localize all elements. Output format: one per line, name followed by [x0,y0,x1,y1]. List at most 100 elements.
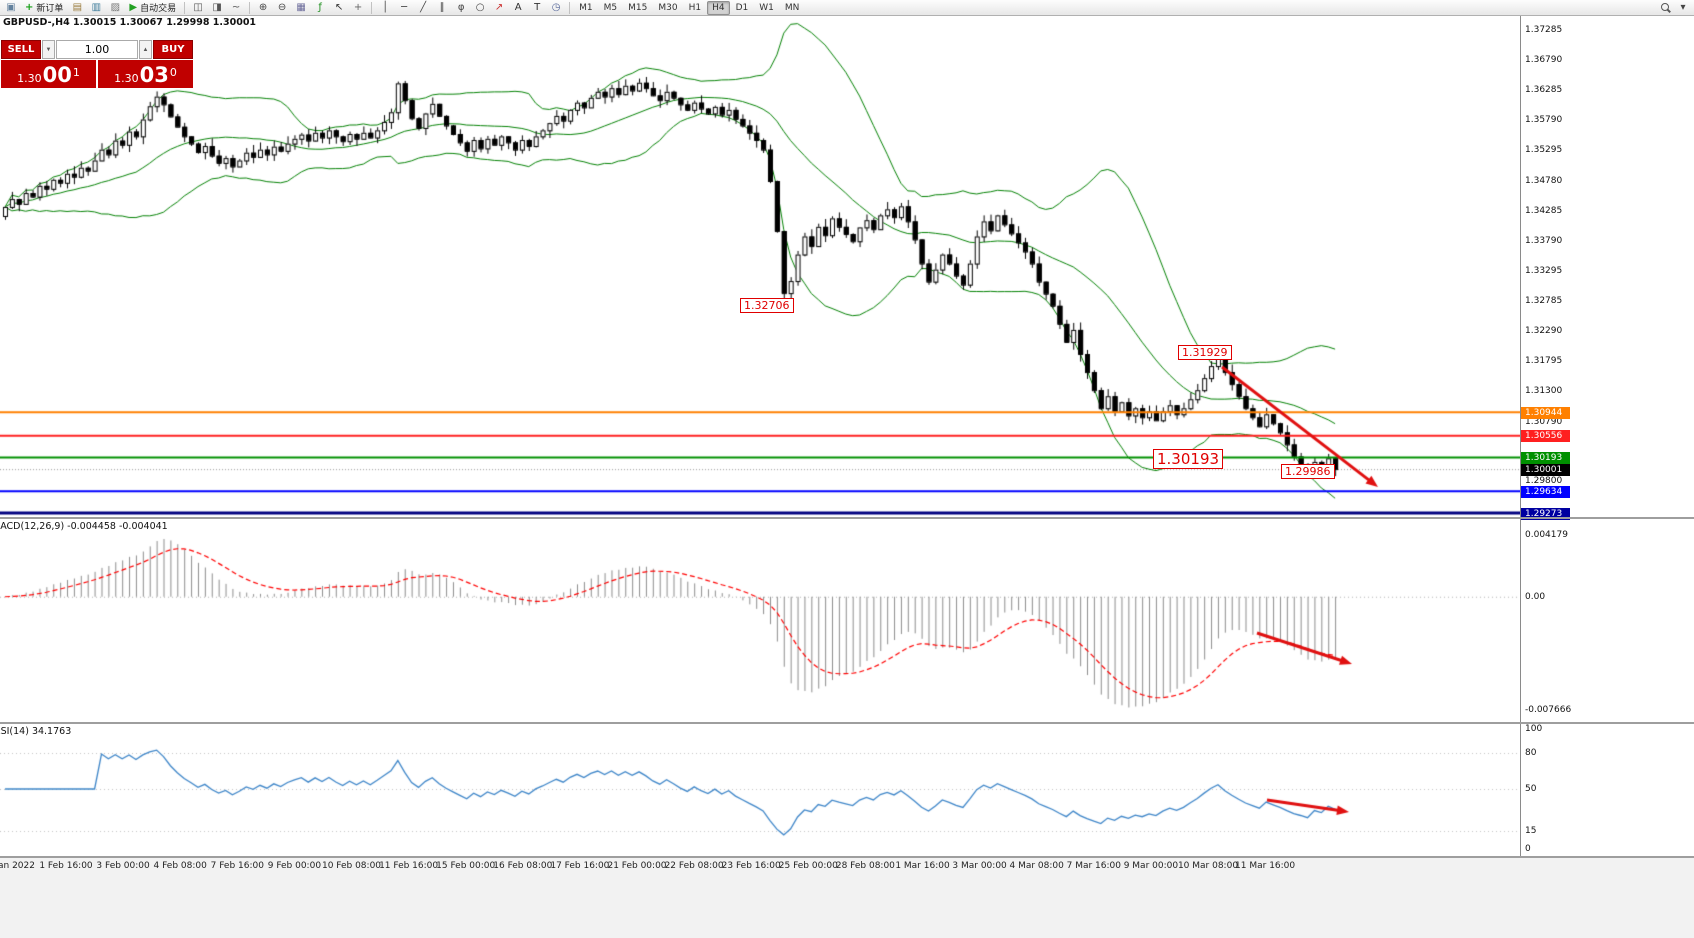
price-axis-tag[interactable]: 1.30556 [1521,430,1570,443]
price-callout[interactable]: 1.30193 [1153,449,1224,469]
time-label: 3 Mar 00:00 [952,861,1007,871]
timeframe-w1-button[interactable]: W1 [759,2,774,13]
time-label: 7 Mar 16:00 [1066,861,1121,871]
buy-price-big-digits: 03 [139,63,169,87]
new-window-icon[interactable]: ▣ [6,2,16,13]
zoom-in-icon[interactable]: ⊕ [258,2,268,13]
price-axis-tag[interactable]: 1.30944 [1521,406,1570,419]
chart-ohlc-header: GBPUSD-,H4 1.30015 1.30067 1.29998 1.300… [3,17,257,28]
time-label: 4 Mar 08:00 [1009,861,1064,871]
price-axis[interactable]: 1.37285 1.36790 1.36285 1.35790 1.35295 1.347… [1520,16,1694,858]
time-label: 7 Feb 16:00 [210,861,264,871]
panel-separator[interactable] [0,856,1694,858]
time-label: 1 Feb 16:00 [39,861,93,871]
buy-price-prefix: 1.30 [114,72,139,85]
search-dropdown-icon[interactable]: ▾ [1680,2,1686,13]
sell-price-big-digits: 00 [42,63,72,87]
timeframe-mn-button[interactable]: MN [784,2,800,13]
time-label: 11 Mar 16:00 [1235,861,1296,871]
price-axis-label: 1.29800 [1525,476,1563,487]
channel-icon[interactable]: ∥ [439,2,445,13]
new-order-button-icon: + [25,2,34,13]
price-axis-label: 1.30790 [1525,416,1563,427]
price-axis-tag[interactable]: 1.29273 [1521,507,1570,520]
rsi-axis-label: 15 [1525,826,1537,836]
time-label: 10 Feb 08:00 [321,861,382,871]
chart-canvas[interactable] [0,16,1520,858]
symbol-search-icon[interactable] [1657,0,1673,15]
lot-decrease-button[interactable]: ▼ [42,40,55,59]
autotrading-button[interactable]: ▶ 自动交易 [125,1,180,14]
macd-indicator-label: MACD(12,26,9) -0.004458 -0.004041 [0,521,168,532]
price-axis-tag[interactable]: 1.29634 [1521,485,1570,498]
time-label: 11 Feb 16:00 [379,861,439,871]
zoom-out-icon[interactable]: ⊖ [277,2,287,13]
autotrading-button-label: 自动交易 [140,4,177,14]
indicators-icon[interactable]: ƒ [318,2,322,13]
tile-windows-icon[interactable]: ▦ [296,2,306,13]
rsi-axis-label: 100 [1525,724,1543,734]
charts-icon[interactable]: ▤ [72,2,83,13]
candlestick-chart-icon[interactable]: ◨ [212,2,222,13]
time-label: 9 Mar 00:00 [1123,861,1179,871]
price-axis-label: 1.34285 [1525,205,1563,216]
trendline-icon[interactable]: ╱ [420,2,427,13]
cursor-icon[interactable]: ↖ [334,2,344,13]
price-axis-label: 1.33790 [1525,235,1563,246]
macd-axis-label: 0.004179 [1525,530,1568,540]
timeframe-h1-button[interactable]: H1 [688,2,702,13]
price-axis-label: 1.32290 [1525,326,1563,337]
sell-price-display[interactable]: 1.30 00 1 [1,60,96,88]
sell-price-pip-digit: 1 [72,66,80,79]
line-chart-icon[interactable]: ~ [231,2,241,13]
price-axis-label: 1.31300 [1525,385,1563,396]
clock-icon[interactable]: ◷ [551,2,561,13]
lot-increase-button[interactable]: ▲ [139,40,152,59]
text-label-icon[interactable]: T [534,2,541,13]
price-axis-label: 1.36285 [1525,85,1563,96]
crosshair-icon[interactable]: + [353,2,363,13]
price-callout[interactable]: 1.29986 [1281,464,1335,479]
timeframe-m15-button[interactable]: M15 [628,2,648,13]
bar-chart-icon[interactable]: ◫ [193,2,203,13]
buy-price-display[interactable]: 1.30 03 0 [98,60,193,88]
time-label: 31 Jan 2022 [0,861,35,871]
shapes-icon[interactable]: ○ [475,2,485,13]
toolbar-separator [371,1,373,14]
price-callout[interactable]: 1.31929 [1178,345,1232,360]
new-order-button[interactable]: + 新订单 [21,1,67,14]
time-label: 15 Feb 00:00 [436,861,496,871]
time-label: 17 Feb 16:00 [550,861,610,871]
new-order-button-label: 新订单 [36,4,64,14]
vertical-line-icon[interactable]: │ [382,2,389,13]
price-axis-tag[interactable]: 1.30001 [1521,463,1570,476]
toolbar-separator [249,1,251,14]
rsi-indicator-label: RSI(14) 34.1763 [0,726,72,737]
time-label: 23 Feb 16:00 [721,861,781,871]
timeframe-d1-button[interactable]: D1 [735,2,749,13]
timeframe-m30-button[interactable]: M30 [658,2,678,13]
profiles-icon[interactable]: ▥ [91,2,102,13]
buy-button[interactable]: BUY [153,40,193,59]
sell-button[interactable]: SELL [1,40,41,59]
price-axis-label: 1.34780 [1525,176,1563,186]
lot-size-input[interactable] [56,40,138,59]
text-tool-icon[interactable]: A [514,2,522,13]
price-axis-label: 1.31795 [1525,355,1563,366]
data-window-icon[interactable]: ▨ [110,2,121,13]
panel-separator[interactable] [0,517,1694,519]
rsi-axis-label: 80 [1525,748,1537,758]
timeframe-m1-button[interactable]: M1 [579,2,593,13]
fibonacci-icon[interactable]: φ [457,2,465,13]
rsi-axis-label: 50 [1525,784,1537,794]
arrows-tool-icon[interactable]: ↗ [494,2,504,13]
timeframe-m5-button[interactable]: M5 [603,2,618,13]
price-axis-label: 1.32785 [1525,296,1563,307]
price-callout[interactable]: 1.32706 [740,298,794,313]
time-label: 10 Mar 08:00 [1177,861,1239,871]
horizontal-line-icon[interactable]: ─ [401,2,408,13]
price-axis-tag[interactable]: 1.30193 [1521,452,1570,465]
timeframe-h4-button[interactable]: H4 [707,0,730,15]
panel-separator[interactable] [0,722,1694,724]
time-axis[interactable]: 31 Jan 2022 1 Feb 16:003 Feb 00:004 Feb 0… [0,858,1694,938]
